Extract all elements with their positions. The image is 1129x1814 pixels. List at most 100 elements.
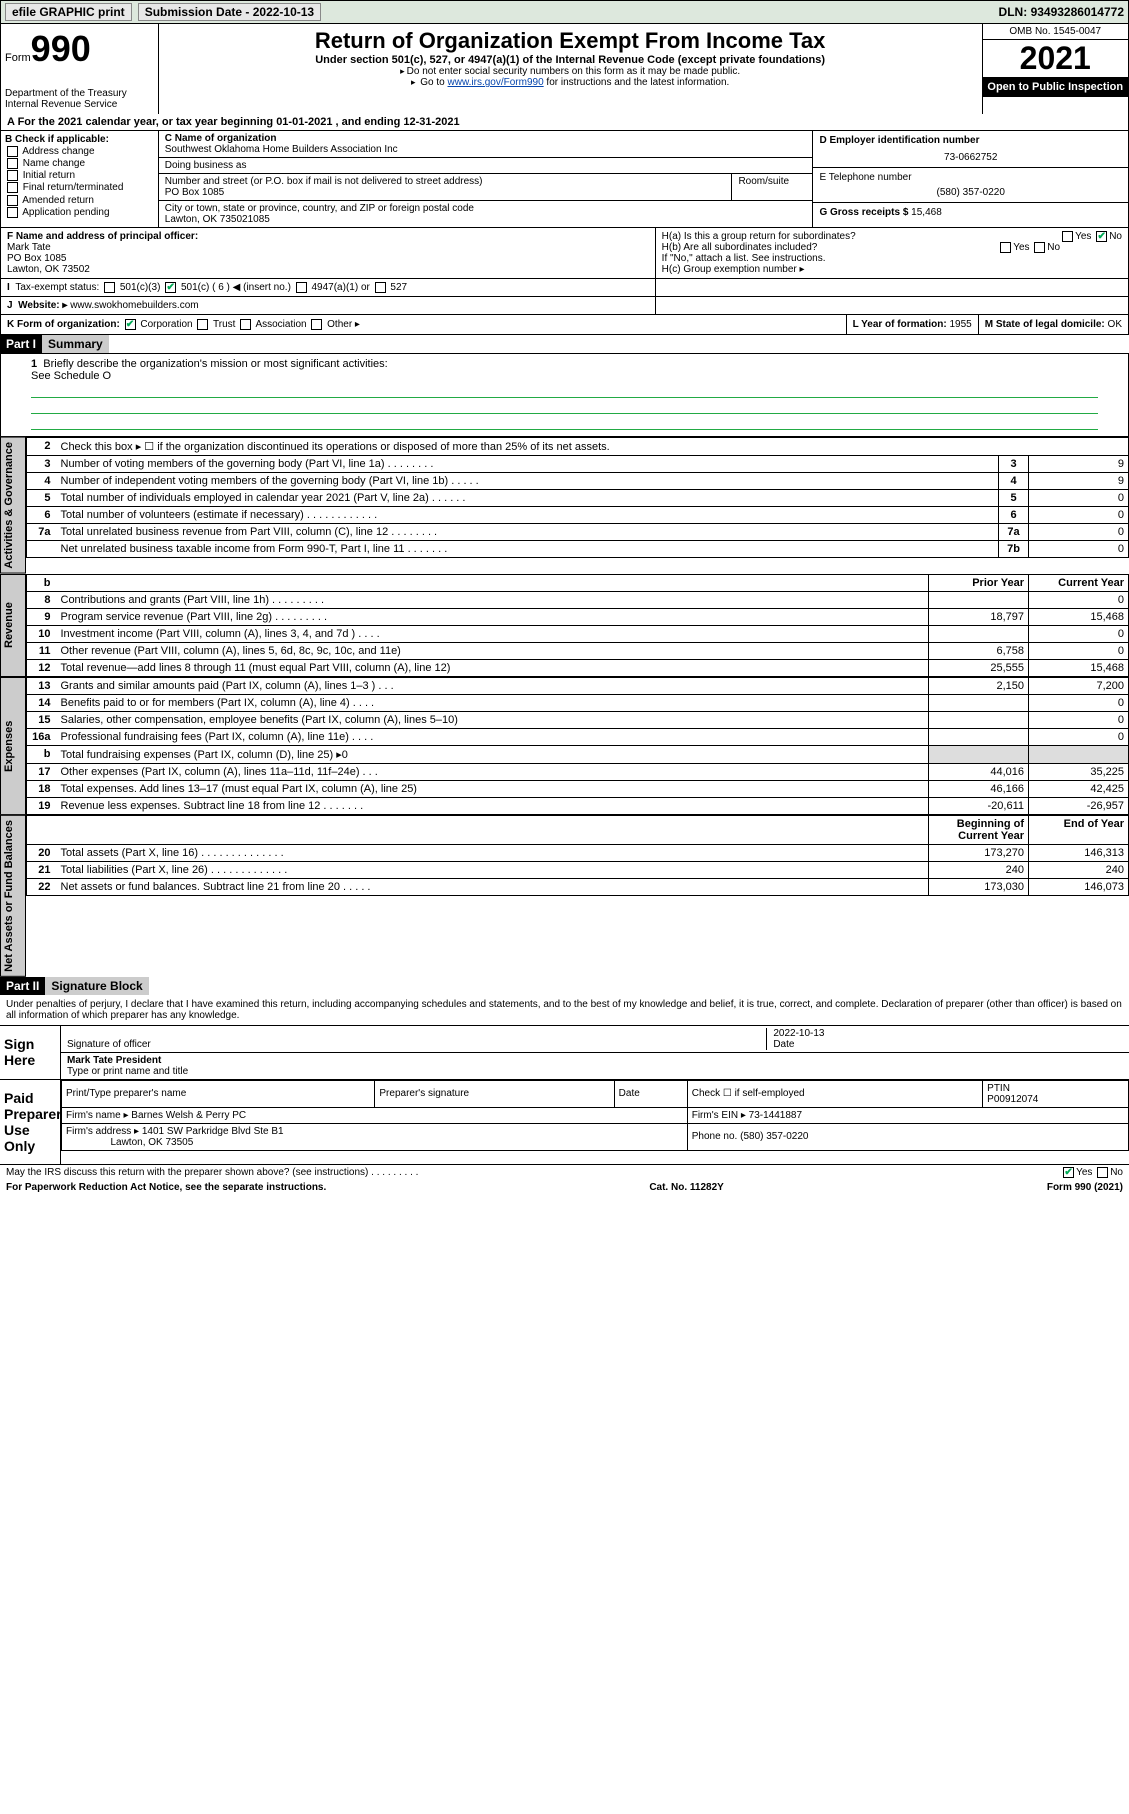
- table-row: 22Net assets or fund balances. Subtract …: [27, 878, 1129, 895]
- page-footer: For Paperwork Reduction Act Notice, see …: [0, 1180, 1129, 1195]
- may-no[interactable]: No: [1110, 1167, 1123, 1178]
- ha-label: H(a) Is this a group return for subordin…: [662, 231, 856, 242]
- chk-address-change[interactable]: Address change: [5, 146, 154, 157]
- hb-yes[interactable]: Yes: [1013, 242, 1029, 253]
- org-name: Southwest Oklahoma Home Builders Associa…: [165, 144, 807, 155]
- table-row: 12Total revenue—add lines 8 through 11 (…: [27, 659, 1129, 676]
- prep-phone-label: Phone no.: [692, 1131, 738, 1142]
- sig-date-label: Date: [773, 1039, 794, 1050]
- ssn-note: Do not enter social security numbers on …: [163, 66, 978, 77]
- m-label: M State of legal domicile:: [985, 319, 1105, 330]
- table-row: 7aTotal unrelated business revenue from …: [27, 524, 1129, 541]
- penalty-text: Under penalties of perjury, I declare th…: [0, 995, 1129, 1025]
- firm-name-label: Firm's name ▸: [66, 1110, 129, 1121]
- paperwork-notice: For Paperwork Reduction Act Notice, see …: [6, 1182, 326, 1193]
- efile-print-button[interactable]: efile GRAPHIC print: [5, 3, 132, 21]
- part2-title: Signature Block: [45, 977, 148, 995]
- firm-addr1: 1401 SW Parkridge Blvd Ste B1: [142, 1126, 284, 1137]
- preparer-table: Print/Type preparer's name Preparer's si…: [61, 1080, 1129, 1151]
- table-row: Net unrelated business taxable income fr…: [27, 541, 1129, 558]
- table-row: 6Total number of volunteers (estimate if…: [27, 507, 1129, 524]
- gov-table: 2Check this box ▸ ☐ if the organization …: [26, 437, 1129, 558]
- table-row: 20Total assets (Part X, line 16) . . . .…: [27, 844, 1129, 861]
- ptin-label: PTIN: [987, 1083, 1010, 1094]
- f-addr2: Lawton, OK 73502: [7, 264, 90, 275]
- i-label: Tax-exempt status:: [15, 282, 99, 293]
- top-bar: efile GRAPHIC print Submission Date - 20…: [0, 0, 1129, 24]
- sig-date: 2022-10-13: [773, 1028, 824, 1039]
- klm-row: K Form of organization: ✔ Corporation Tr…: [0, 315, 1129, 335]
- chk-final-return[interactable]: Final return/terminated: [5, 182, 154, 193]
- form-title: Return of Organization Exempt From Incom…: [163, 28, 978, 54]
- hb-note: If "No," attach a list. See instructions…: [662, 253, 1122, 264]
- k-trust[interactable]: Trust: [213, 319, 235, 330]
- tax-year: 2021: [983, 40, 1129, 77]
- firm-name: Barnes Welsh & Perry PC: [131, 1110, 246, 1121]
- table-row: 15Salaries, other compensation, employee…: [27, 711, 1129, 728]
- exp-table: 13Grants and similar amounts paid (Part …: [26, 677, 1129, 815]
- city-label: City or town, state or province, country…: [165, 203, 807, 214]
- k-other[interactable]: Other ▸: [327, 319, 360, 330]
- col-d: D Employer identification number 73-0662…: [812, 131, 1128, 227]
- part2-hdr: Part II: [0, 977, 45, 995]
- part2: Part IISignature Block Under penalties o…: [0, 977, 1129, 1180]
- table-row: 10Investment income (Part VIII, column (…: [27, 625, 1129, 642]
- sig-officer-label: Signature of officer: [67, 1039, 151, 1050]
- line1-value: See Schedule O: [31, 370, 111, 382]
- table-row: 19Revenue less expenses. Subtract line 1…: [27, 797, 1129, 814]
- line1-block: 1 Briefly describe the organization's mi…: [0, 353, 1129, 437]
- chk-app-pending[interactable]: Application pending: [5, 207, 154, 218]
- chk-initial-return[interactable]: Initial return: [5, 170, 154, 181]
- col-c: C Name of organization Southwest Oklahom…: [159, 131, 813, 227]
- side-netassets: Net Assets or Fund Balances: [0, 815, 26, 977]
- irs-label: Internal Revenue Service: [5, 99, 154, 110]
- omb-number: OMB No. 1545-0047: [983, 24, 1129, 40]
- table-row: 14Benefits paid to or for members (Part …: [27, 694, 1129, 711]
- open-public: Open to Public Inspection: [983, 77, 1129, 97]
- hb-label: H(b) Are all subordinates included?: [662, 242, 818, 253]
- dln-value: 93493286014772: [1031, 5, 1124, 19]
- side-activities: Activities & Governance: [0, 437, 26, 574]
- prep-selfemp[interactable]: Check ☐ if self-employed: [687, 1080, 982, 1107]
- dln: DLN: 93493286014772: [999, 5, 1124, 19]
- k-assoc[interactable]: Association: [255, 319, 306, 330]
- na-table: Beginning of Current YearEnd of Year 20T…: [26, 815, 1129, 896]
- table-row: 17Other expenses (Part IX, column (A), l…: [27, 763, 1129, 780]
- website-value: www.swokhomebuilders.com: [70, 300, 198, 311]
- submission-date-button[interactable]: Submission Date - 2022-10-13: [138, 3, 321, 21]
- i-527[interactable]: 527: [390, 282, 407, 293]
- form-number: 990: [31, 28, 91, 69]
- submission-date: 2022-10-13: [253, 5, 314, 19]
- firm-ein: 73-1441887: [749, 1110, 802, 1121]
- form-word: Form: [5, 52, 31, 64]
- hc-label: H(c) Group exemption number ▸: [662, 264, 1122, 275]
- table-row: 18Total expenses. Add lines 13–17 (must …: [27, 780, 1129, 797]
- goto-post: for instructions and the latest informat…: [544, 77, 730, 88]
- i-501c3[interactable]: 501(c)(3): [120, 282, 161, 293]
- chk-amended[interactable]: Amended return: [5, 195, 154, 206]
- table-row: 11Other revenue (Part VIII, column (A), …: [27, 642, 1129, 659]
- may-irs-text: May the IRS discuss this return with the…: [6, 1167, 418, 1178]
- submission-label: Submission Date: [145, 5, 242, 19]
- line1-text: Briefly describe the organization's miss…: [43, 358, 387, 370]
- sign-here-label: Sign Here: [0, 1026, 60, 1079]
- ein-label: D Employer identification number: [819, 135, 979, 146]
- i-501c[interactable]: 501(c) ( 6 ) ◀ (insert no.): [181, 282, 291, 293]
- may-yes[interactable]: Yes: [1076, 1167, 1092, 1178]
- f-addr1: PO Box 1085: [7, 253, 66, 264]
- prep-date-hdr: Date: [614, 1080, 687, 1107]
- hb-no[interactable]: No: [1047, 242, 1060, 253]
- sig-name-label: Type or print name and title: [67, 1066, 188, 1077]
- gross-value: 15,468: [911, 207, 942, 218]
- table-row: bTotal fundraising expenses (Part IX, co…: [27, 745, 1129, 763]
- prep-sig-hdr: Preparer's signature: [375, 1080, 614, 1107]
- i-4947[interactable]: 4947(a)(1) or: [311, 282, 369, 293]
- k-corp[interactable]: Corporation: [140, 319, 192, 330]
- ha-no[interactable]: No: [1109, 231, 1122, 242]
- irs-link[interactable]: www.irs.gov/Form990: [448, 77, 544, 88]
- side-expenses: Expenses: [0, 677, 26, 815]
- chk-name-change[interactable]: Name change: [5, 158, 154, 169]
- line2-text: Check this box ▸ ☐ if the organization d…: [57, 438, 1129, 456]
- ha-yes[interactable]: Yes: [1075, 231, 1091, 242]
- row-a-text: A For the 2021 calendar year, or tax yea…: [7, 116, 460, 128]
